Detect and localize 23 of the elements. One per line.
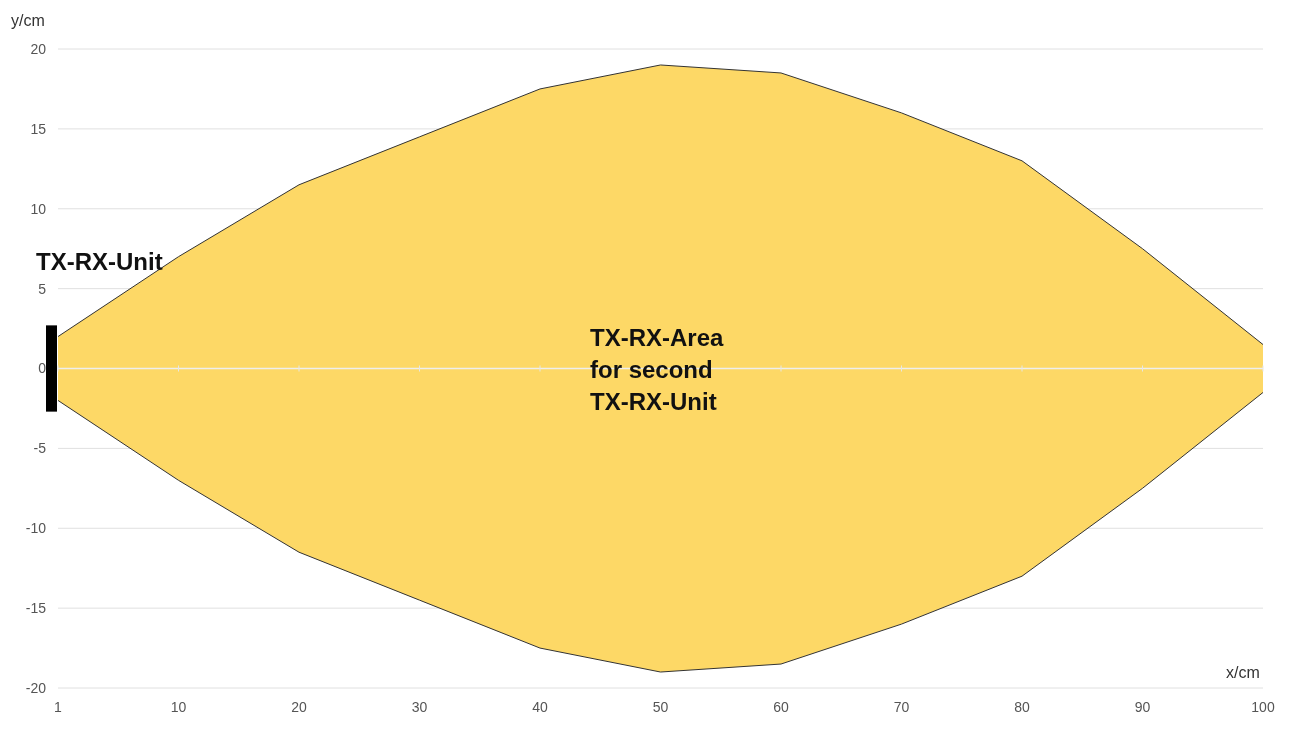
x-tick-label: 70 xyxy=(893,699,910,715)
x-tick-label: 1 xyxy=(54,699,63,715)
x-tick-label: 20 xyxy=(291,699,307,715)
y-tick-label: -5 xyxy=(33,440,47,457)
x-tick-label: 100 xyxy=(1251,699,1275,715)
x-tick-label: 60 xyxy=(773,699,789,715)
x-tick-label: 90 xyxy=(1134,699,1151,715)
y-tick-label: 0 xyxy=(38,360,47,377)
y-axis-title: y/cm xyxy=(11,12,45,29)
y-tick-label: 15 xyxy=(30,120,47,137)
x-axis-title: x/cm xyxy=(1226,664,1260,681)
x-tick-label: 30 xyxy=(411,699,428,715)
y-tick-label: -15 xyxy=(25,600,47,617)
y-tick-label: -20 xyxy=(25,679,47,696)
x-tick-label: 50 xyxy=(652,699,669,715)
x-tick-label: 10 xyxy=(170,699,187,715)
x-tick-label: 80 xyxy=(1014,699,1030,715)
y-tick-label: -10 xyxy=(25,520,47,537)
y-tick-label: 20 xyxy=(30,40,47,57)
annotation: TX-RX-Unit xyxy=(36,248,163,275)
x-tick-label: 40 xyxy=(532,699,548,715)
y-tick-label: 5 xyxy=(38,280,47,297)
y-tick-label: 10 xyxy=(30,200,47,217)
